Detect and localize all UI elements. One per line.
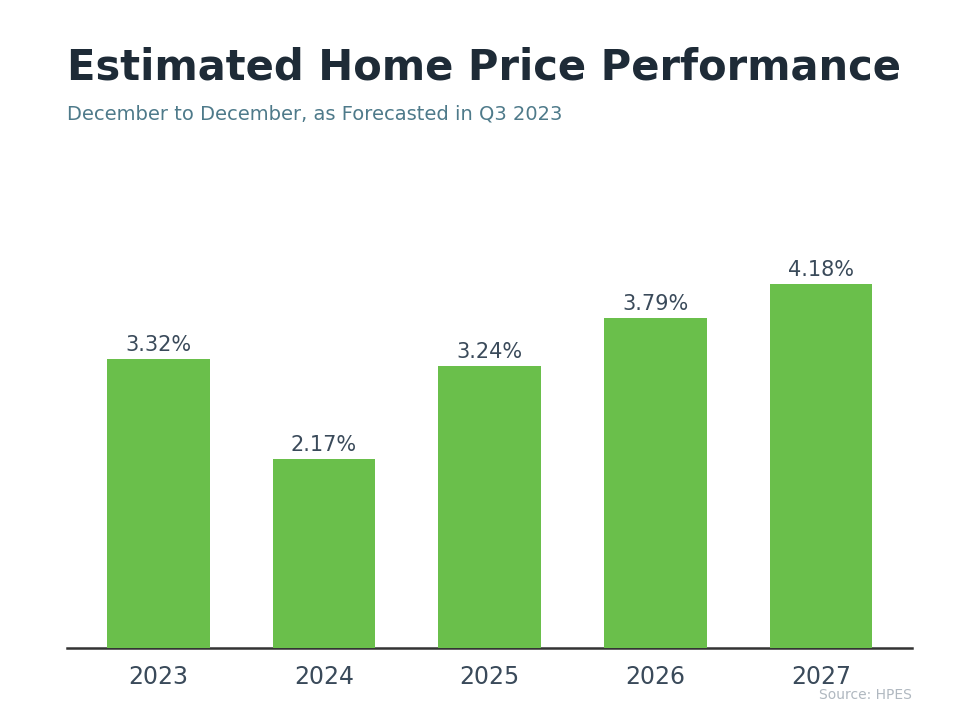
- Text: 3.79%: 3.79%: [622, 294, 688, 314]
- Text: 2.17%: 2.17%: [291, 435, 357, 455]
- Text: 4.18%: 4.18%: [788, 260, 853, 280]
- Text: 3.32%: 3.32%: [125, 335, 191, 355]
- Bar: [439, 366, 540, 648]
- Text: 3.24%: 3.24%: [457, 342, 522, 361]
- Bar: [107, 359, 209, 648]
- Text: December to December, as Forecasted in Q3 2023: December to December, as Forecasted in Q…: [67, 104, 563, 123]
- Bar: [770, 284, 873, 648]
- Bar: [604, 318, 707, 648]
- Text: Source: HPES: Source: HPES: [819, 688, 912, 702]
- Bar: [273, 459, 375, 648]
- Text: Estimated Home Price Performance: Estimated Home Price Performance: [67, 47, 901, 89]
